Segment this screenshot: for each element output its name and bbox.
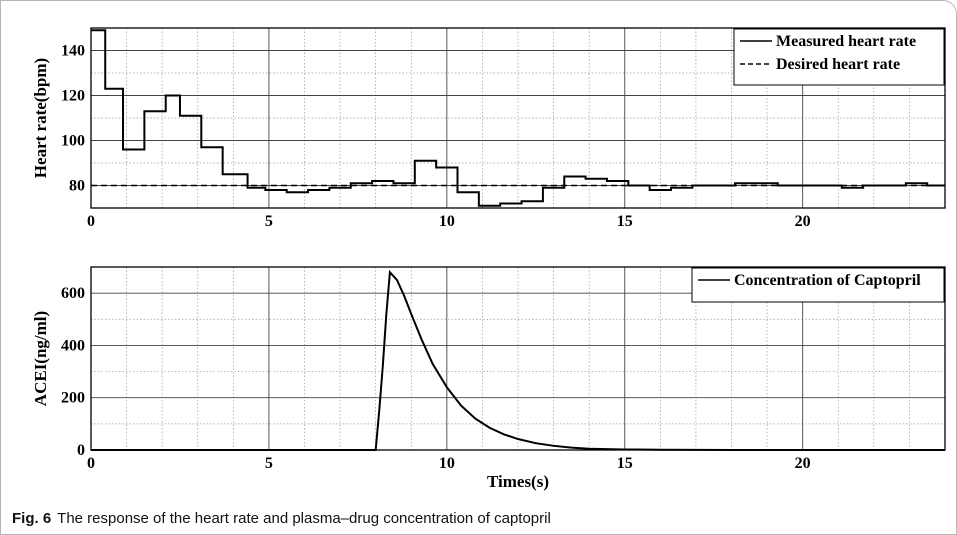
axes-frame	[90, 266, 946, 451]
y-tick-label: 200	[61, 390, 85, 407]
x-tick-label: 0	[87, 455, 95, 472]
axes-frame	[90, 27, 946, 209]
y-tick-label: 140	[61, 43, 85, 60]
y-tick-label: 80	[69, 178, 85, 195]
legend-label: Measured heart rate	[776, 33, 916, 50]
x-tick-label: 20	[795, 213, 811, 230]
y-tick-label: 0	[77, 442, 85, 459]
x-tick-label: 5	[265, 213, 273, 230]
series-line	[91, 269, 945, 451]
tick-labels: 0 5 10 15 20 80 100 120 140	[61, 43, 811, 231]
legend-label: Concentration of Captopril	[734, 272, 921, 289]
y-tick-label: 600	[61, 285, 85, 302]
x-tick-label: 0	[87, 213, 95, 230]
x-tick-label: 5	[265, 455, 273, 472]
series-group	[91, 29, 945, 207]
caption-text: The response of the heart rate and plasm…	[57, 510, 551, 527]
figure-number: Fig. 6	[12, 510, 52, 527]
y-tick-label: 120	[61, 88, 85, 105]
x-tick-label: 10	[439, 455, 455, 472]
y-tick-label: 100	[61, 133, 85, 150]
legend-box	[691, 267, 945, 303]
heart-rate-panel: 0 5 10 15 20 80 100 120 140 Heart rate(bpm) Meas…	[31, 27, 946, 231]
x-tick-label: 20	[795, 455, 811, 472]
series-group	[91, 269, 945, 451]
y-tick-label: 400	[61, 337, 85, 354]
legend-label: Desired heart rate	[776, 56, 900, 73]
legend: Measured heart rate Desired heart rate	[733, 28, 945, 86]
legend: Concentration of Captopril	[691, 267, 945, 303]
x-tick-label: 10	[439, 213, 455, 230]
figure-caption: Fig. 6 The response of the heart rate and…	[12, 510, 551, 527]
x-tick-label: 15	[617, 213, 633, 230]
y-axis-label: Heart rate(bpm)	[31, 58, 50, 178]
series-line	[91, 29, 945, 207]
x-tick-label: 15	[617, 455, 633, 472]
legend-box	[733, 28, 945, 86]
x-axis-label: Times(s)	[487, 472, 549, 491]
y-axis-label: ACEI(ng/ml)	[31, 311, 50, 406]
